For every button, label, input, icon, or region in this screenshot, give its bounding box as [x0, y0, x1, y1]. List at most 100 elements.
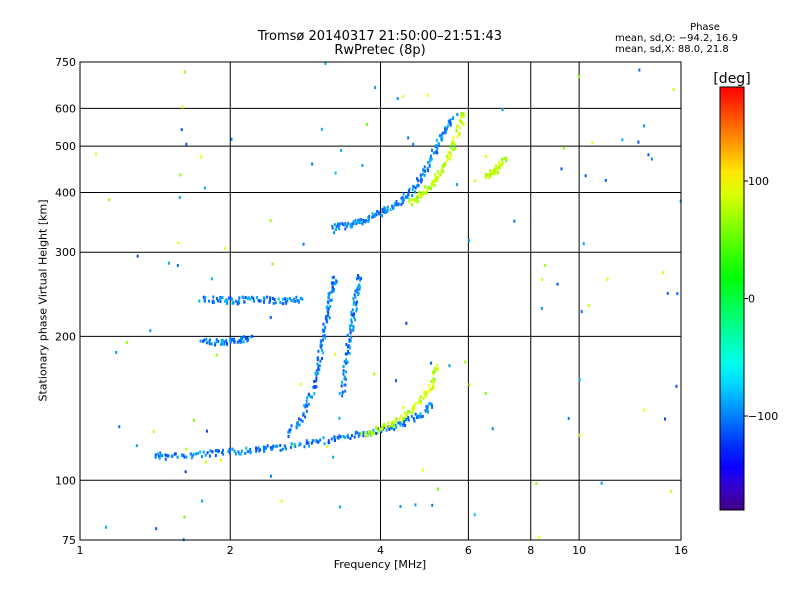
data-point: [371, 431, 374, 435]
data-point: [357, 291, 360, 295]
data-point: [217, 449, 220, 453]
phase-stats-x: mean, sd,X: 88.0, 21.8: [615, 44, 729, 55]
data-point: [234, 452, 237, 456]
data-point: [309, 395, 312, 399]
data-point: [323, 442, 326, 446]
data-point: [386, 208, 389, 212]
data-point: [283, 444, 286, 448]
data-point: [365, 219, 368, 223]
data-point: [350, 318, 353, 322]
data-point: [436, 487, 439, 491]
data-point: [270, 474, 273, 478]
data-point: [433, 178, 436, 182]
data-point: [242, 340, 245, 344]
data-point: [440, 169, 443, 173]
data-point: [344, 361, 347, 365]
data-point: [307, 444, 310, 448]
data-point: [456, 135, 459, 139]
data-point: [233, 340, 236, 344]
data-point: [473, 513, 476, 517]
data-point: [412, 142, 415, 146]
data-point: [322, 338, 325, 342]
data-point: [192, 418, 195, 422]
data-point: [430, 361, 433, 365]
data-point: [431, 503, 434, 507]
data-point: [329, 298, 332, 302]
data-point: [208, 338, 211, 342]
data-point: [183, 515, 186, 519]
data-point: [666, 291, 669, 295]
data-point: [298, 442, 301, 446]
x-tick-label: 6: [465, 544, 472, 557]
data-point: [272, 301, 275, 305]
data-point: [269, 446, 272, 450]
data-point: [456, 183, 459, 187]
data-point: [326, 314, 329, 318]
colorbar-tick-label: −100: [748, 410, 778, 423]
data-point: [429, 401, 432, 405]
data-point: [318, 368, 321, 372]
data-point: [318, 364, 321, 368]
data-point: [273, 297, 276, 301]
data-point: [284, 297, 287, 301]
data-point: [356, 277, 359, 281]
data-point: [411, 411, 414, 415]
data-point: [125, 340, 128, 344]
data-point: [344, 377, 347, 381]
data-point: [333, 435, 336, 439]
data-point: [206, 451, 209, 455]
data-point: [263, 300, 266, 304]
y-tick-label: 600: [55, 102, 76, 115]
data-point: [191, 454, 194, 458]
data-point: [437, 172, 440, 176]
data-point: [350, 335, 353, 339]
data-point: [312, 385, 315, 389]
data-point: [381, 426, 384, 430]
data-point: [269, 219, 272, 223]
data-point: [282, 302, 285, 306]
data-point: [416, 184, 419, 188]
data-point: [672, 88, 675, 92]
data-point: [305, 442, 308, 446]
data-point: [241, 295, 244, 299]
data-point: [238, 452, 241, 456]
data-point: [263, 449, 266, 453]
data-point: [319, 359, 322, 363]
data-point: [236, 300, 239, 304]
data-point: [330, 281, 333, 285]
data-point: [342, 369, 345, 373]
data-point: [444, 161, 447, 165]
data-point: [474, 179, 477, 183]
phase-stats-title: Phase: [690, 22, 720, 33]
data-point: [383, 425, 386, 429]
data-point: [411, 405, 414, 409]
data-point: [358, 432, 361, 436]
data-point: [336, 225, 339, 229]
data-point: [180, 128, 183, 132]
data-point: [462, 111, 465, 115]
data-point: [417, 414, 420, 418]
data-point: [304, 415, 307, 419]
data-point: [352, 328, 355, 332]
y-tick-label: 100: [55, 474, 76, 487]
data-point: [361, 163, 364, 167]
data-point: [317, 367, 320, 371]
data-point: [299, 382, 302, 386]
data-point: [637, 140, 640, 144]
data-point: [535, 481, 538, 485]
data-point: [341, 380, 344, 384]
data-point: [433, 366, 436, 370]
x-axis-label: Frequency [MHz]: [334, 558, 426, 571]
data-point: [94, 152, 97, 156]
data-point: [325, 315, 328, 319]
data-point: [407, 136, 410, 140]
data-point: [417, 401, 420, 405]
data-point: [287, 434, 290, 438]
data-point: [430, 387, 433, 391]
data-point: [348, 340, 351, 344]
data-point: [431, 405, 434, 409]
data-point: [295, 295, 298, 299]
data-point: [402, 95, 405, 99]
data-point: [334, 228, 337, 232]
data-point: [426, 188, 429, 192]
